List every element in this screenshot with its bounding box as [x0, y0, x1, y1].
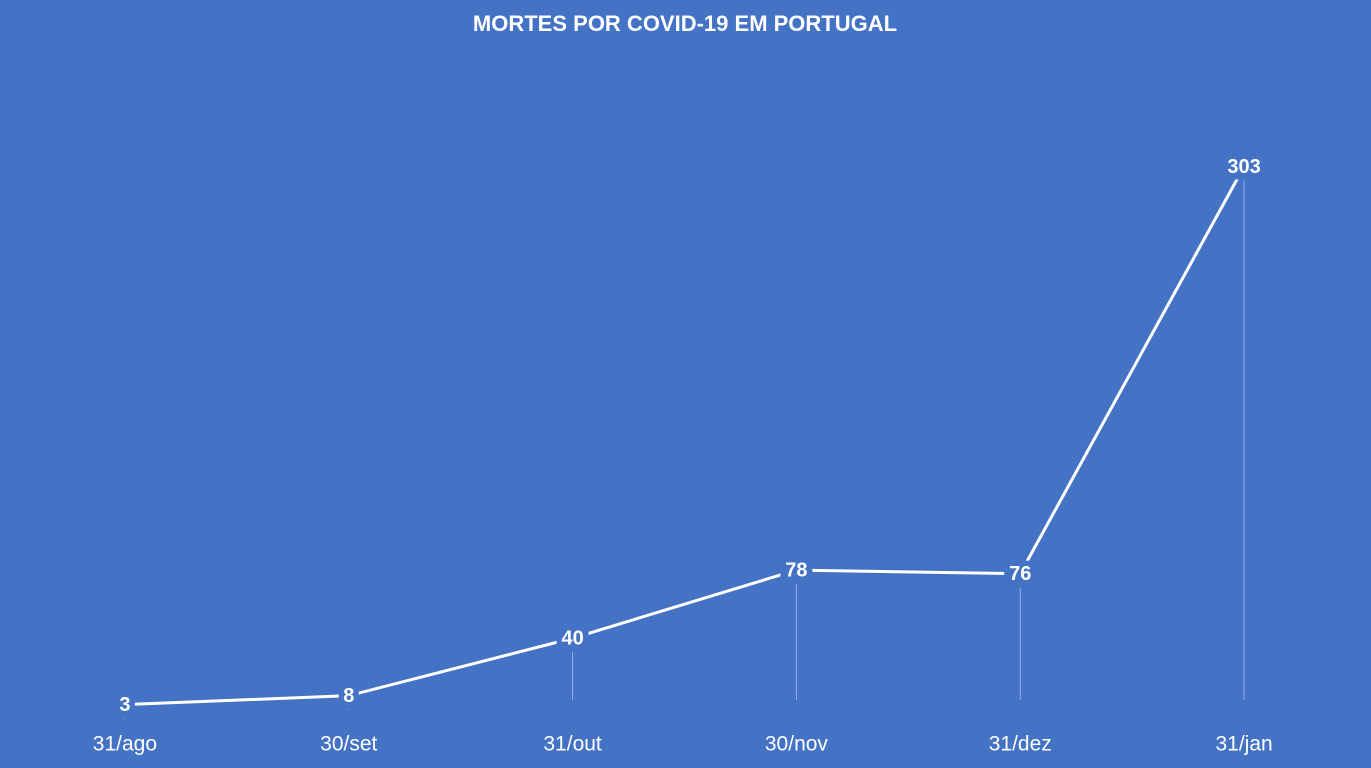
data-label: 78: [785, 559, 807, 581]
label-background: [1222, 153, 1267, 180]
label-background: [114, 691, 135, 718]
data-label: 40: [561, 628, 583, 650]
label-background: [1004, 560, 1037, 587]
x-tick-label: 31/ago: [93, 733, 157, 756]
data-label: 3: [119, 694, 130, 716]
label-background: [338, 682, 359, 709]
chart-title: MORTES POR COVID-19 EM PORTUGAL: [473, 11, 897, 36]
line: [124, 165, 1246, 707]
x-tick-label: 31/out: [543, 733, 602, 756]
data-label: 8: [343, 685, 354, 707]
x-tick-label: 31/jan: [1215, 733, 1272, 756]
x-tick-label: 30/set: [320, 733, 377, 756]
data-label: 76: [1009, 563, 1031, 585]
label-background: [780, 557, 813, 584]
data-label: 303: [1227, 156, 1260, 178]
x-tick-label: 30/nov: [765, 733, 829, 756]
label-background: [556, 625, 589, 652]
x-tick-label: 31/dez: [989, 733, 1052, 756]
